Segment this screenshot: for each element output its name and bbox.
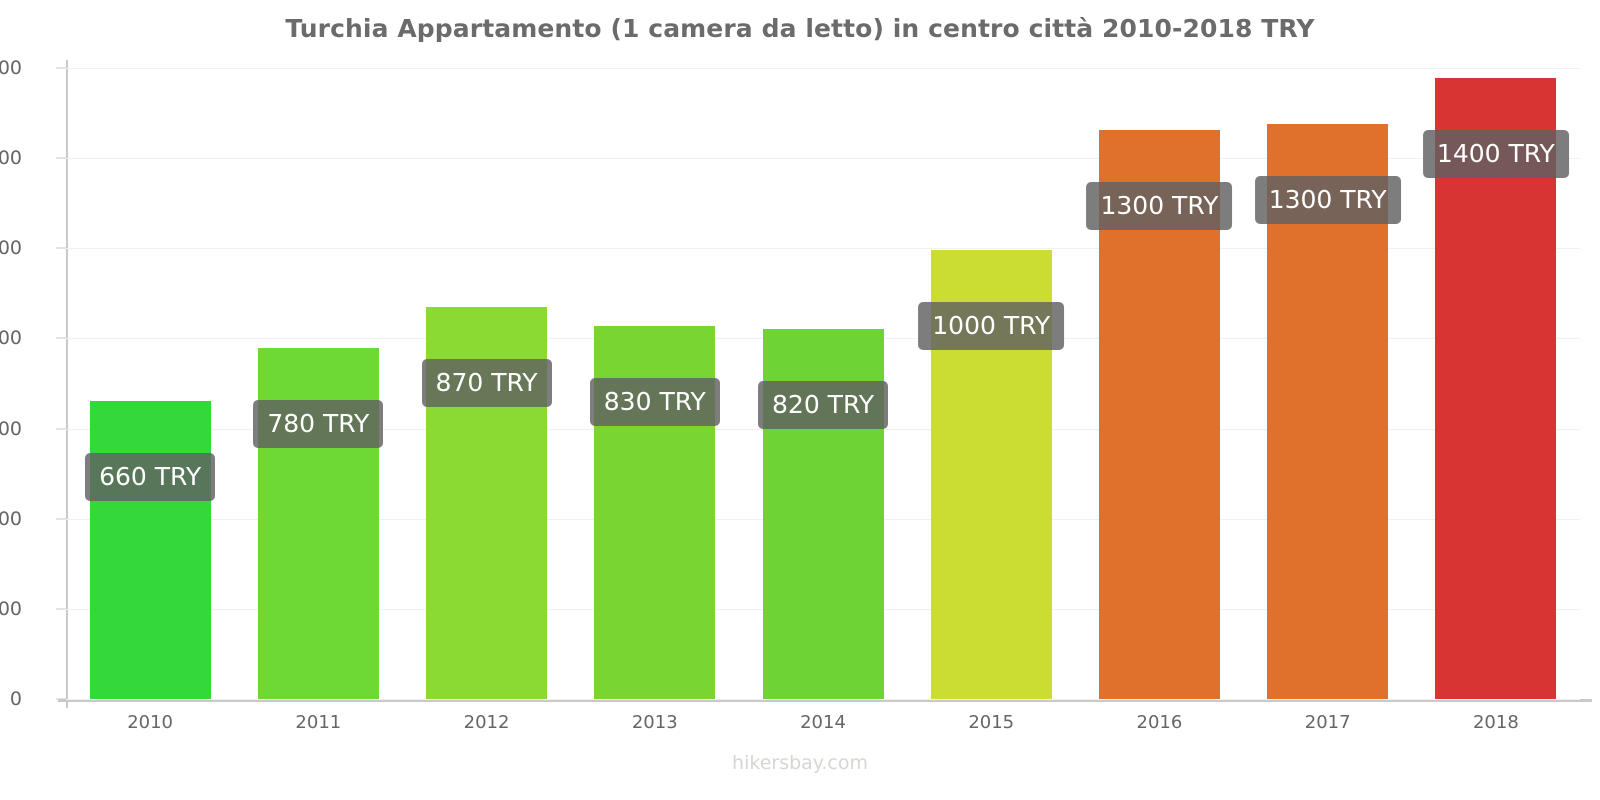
x-axis-tick-label: 2013 [631, 712, 678, 733]
y-axis-tick-label: 400 [0, 507, 22, 530]
y-axis-tick-mark [56, 428, 66, 430]
bar-value-label: 870 TRY [421, 358, 552, 407]
x-axis-tick-label: 2010 [127, 712, 174, 733]
x-axis-tick-label: 2014 [800, 712, 846, 733]
bar[interactable] [89, 400, 211, 699]
gridline [66, 248, 1580, 250]
y-axis-tick-label: 0 [9, 688, 22, 710]
bar-value-label: 830 TRY [589, 377, 720, 426]
x-axis-tick-label: 2015 [968, 712, 1015, 733]
footer-credit: hikersbay.com [732, 752, 868, 774]
x-axis-tick-label: 2016 [1136, 712, 1183, 733]
x-axis-line [58, 699, 1592, 702]
bar-value-label: 820 TRY [758, 381, 888, 430]
y-axis-tick-mark [56, 157, 66, 159]
y-axis-tick-mark [56, 337, 66, 339]
y-axis-tick-label: 200 [0, 597, 22, 620]
plot-area: 0 200 400 600 800 1000 1200 1400 660 TRY 780 TRY… [0, 57, 1580, 710]
bar-value-label: 1300 TRY [1254, 175, 1401, 224]
bar-value-label: 660 TRY [85, 452, 216, 501]
y-axis-tick-label: 1000 [0, 237, 22, 260]
bar-value-label: 780 TRY [253, 399, 384, 448]
gridline [66, 68, 1580, 69]
y-axis-tick-label: 1400 [0, 57, 22, 79]
y-axis-tick-mark [56, 247, 66, 249]
x-axis-tick-label: 2011 [295, 712, 342, 733]
x-axis-tick-label: 2012 [463, 712, 510, 733]
gridline [66, 699, 1580, 700]
y-axis-tick-label: 1200 [0, 147, 22, 170]
bar-value-label: 1400 TRY [1422, 129, 1569, 178]
y-axis-tick-label: 800 [0, 327, 22, 350]
y-axis-tick-mark [56, 518, 66, 520]
x-axis-tick-label: 2017 [1304, 712, 1351, 733]
bar-value-label: 1300 TRY [1086, 182, 1233, 231]
bar-value-label: 1000 TRY [918, 302, 1065, 351]
chart-title: Turchia Appartamento (1 camera da letto)… [285, 14, 1315, 43]
y-axis-tick-label: 600 [0, 417, 22, 440]
gridline [66, 158, 1580, 160]
x-axis-tick-label: 2018 [1472, 712, 1519, 733]
y-axis-tick-mark [56, 698, 66, 700]
y-axis-tick-mark [56, 608, 66, 610]
y-axis-line [66, 60, 68, 708]
bar[interactable] [1435, 77, 1557, 699]
y-axis-tick-mark [56, 67, 66, 69]
